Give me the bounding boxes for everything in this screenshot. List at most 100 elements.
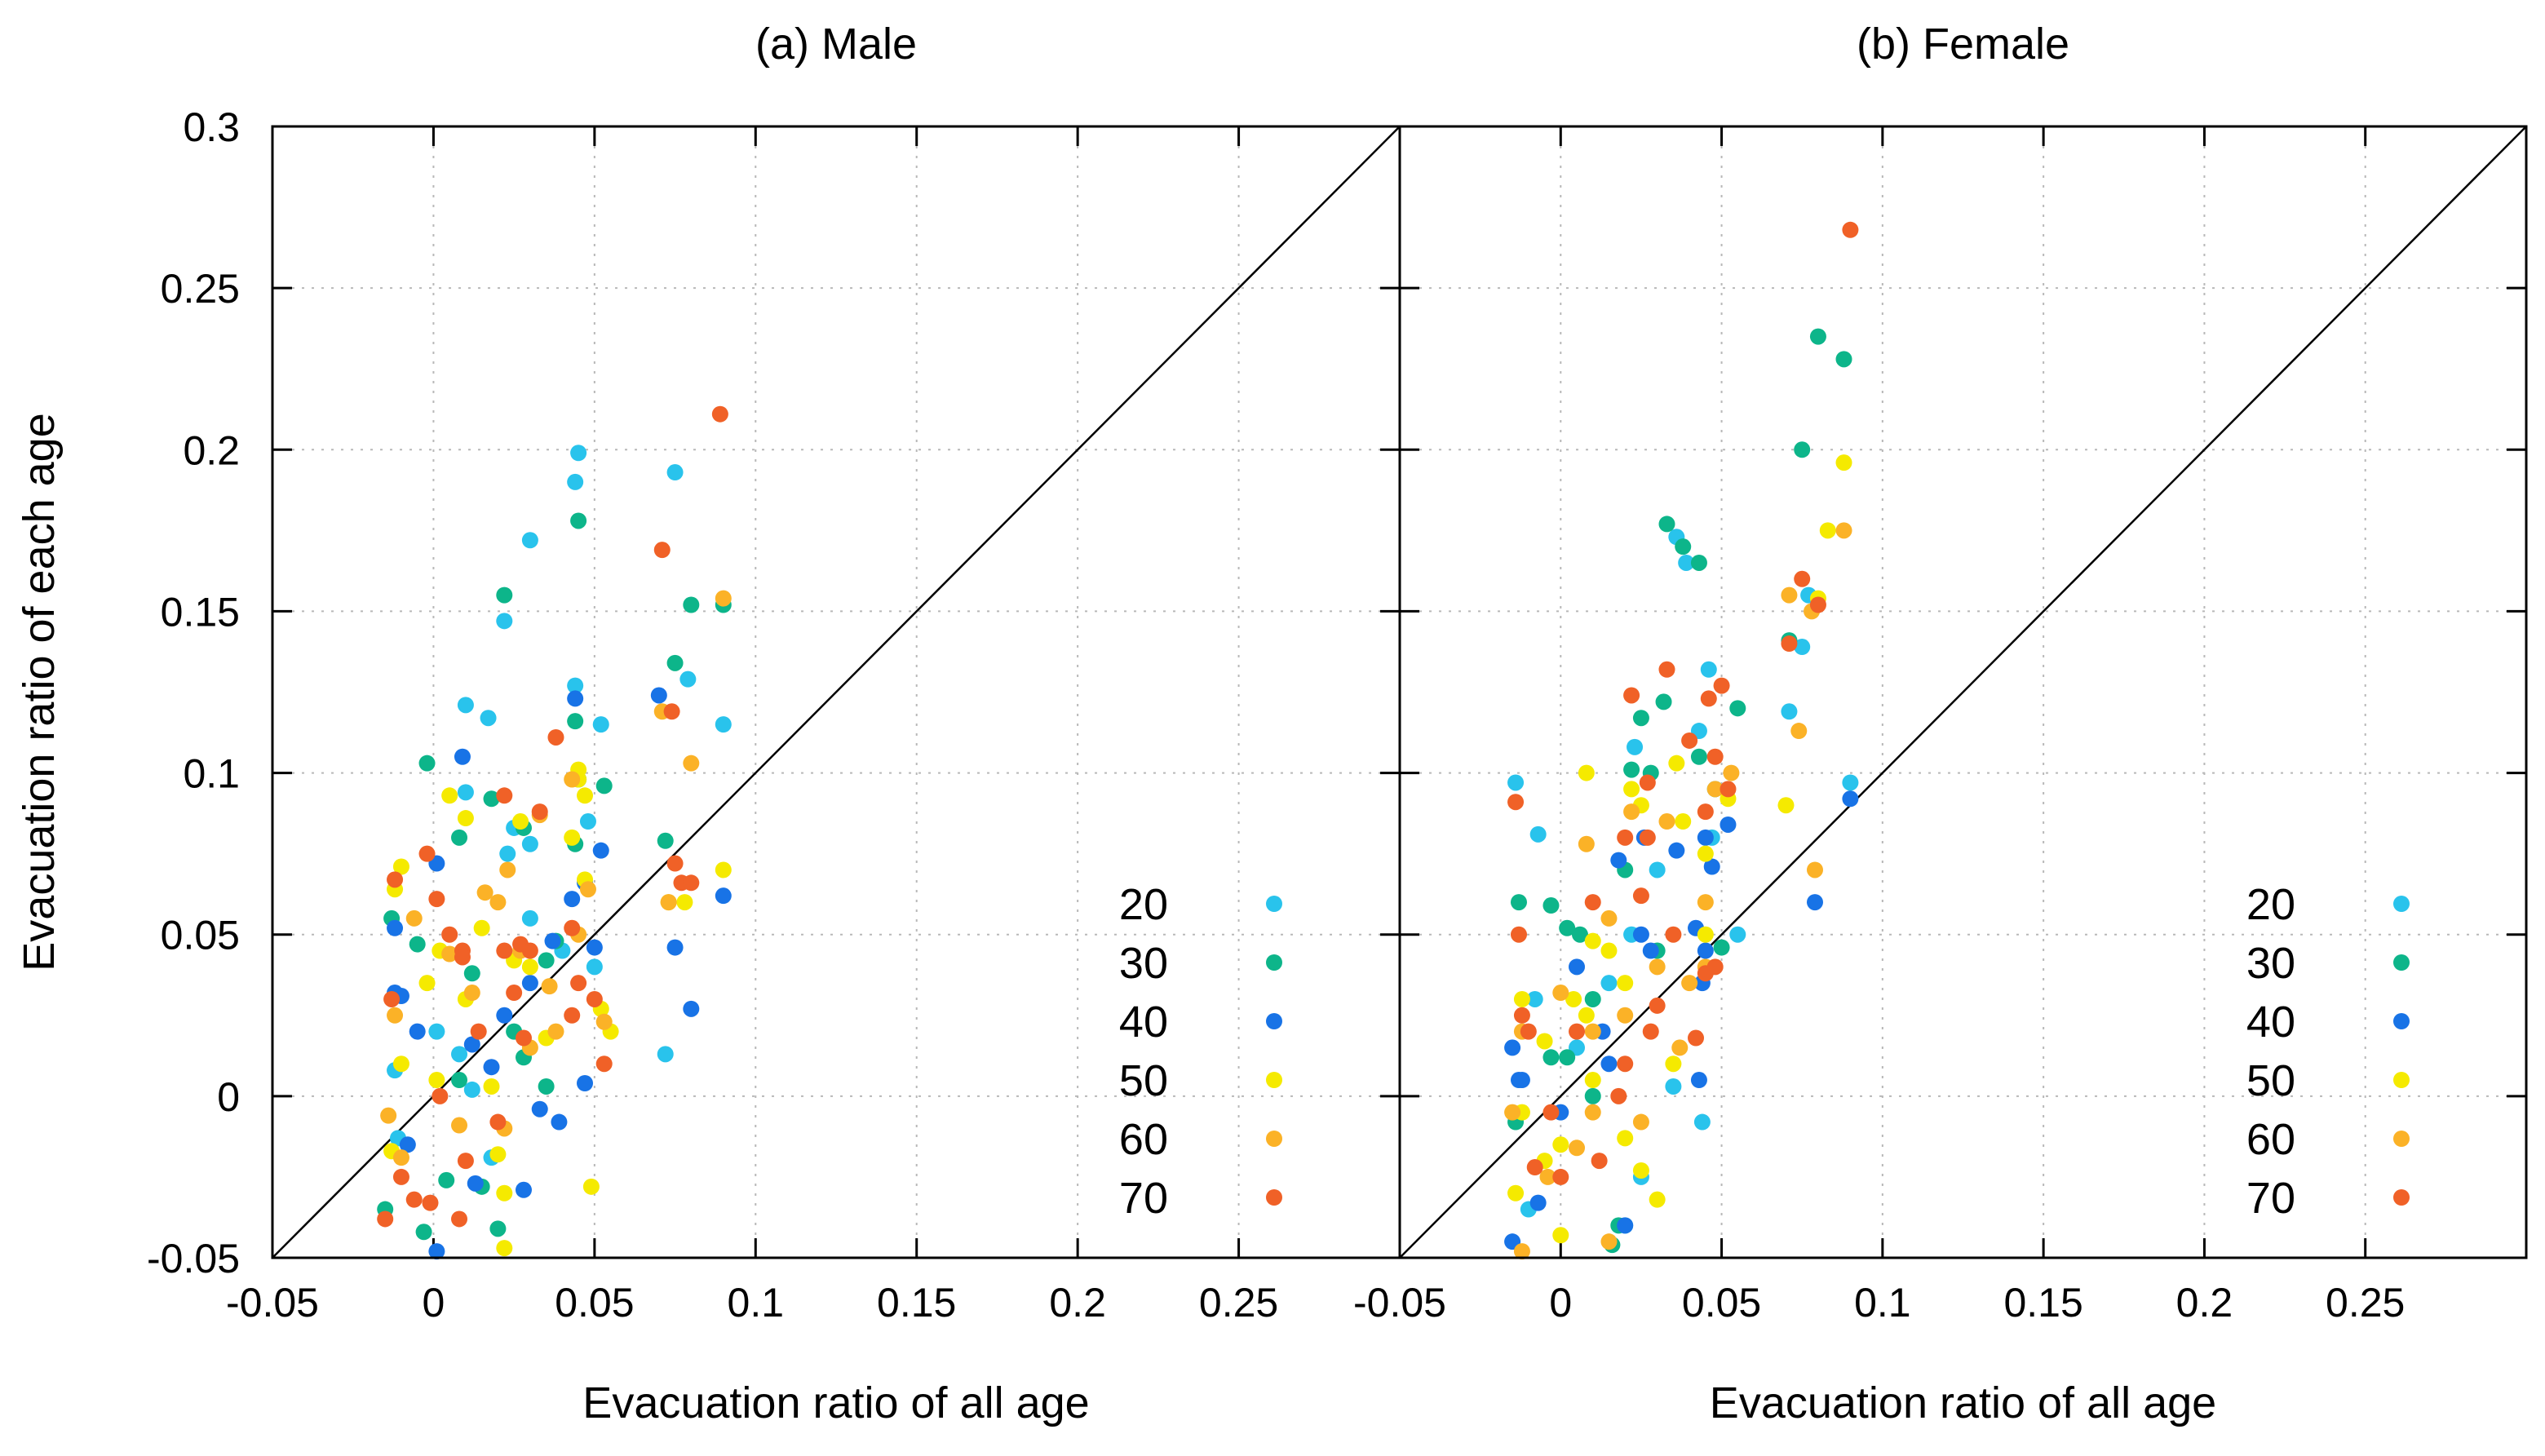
point-age-40 xyxy=(1504,1039,1521,1056)
point-age-20 xyxy=(592,716,609,733)
point-age-70 xyxy=(547,728,564,746)
point-age-70 xyxy=(1794,570,1811,587)
point-age-60 xyxy=(1835,522,1852,539)
point-age-70 xyxy=(428,891,445,908)
point-age-30 xyxy=(1584,990,1601,1007)
point-age-20 xyxy=(666,464,684,481)
point-age-40 xyxy=(650,687,667,704)
point-age-20 xyxy=(567,677,584,694)
point-age-50 xyxy=(392,1055,409,1073)
legend-label-50: 50 xyxy=(2246,1056,2295,1105)
point-age-60 xyxy=(380,1107,397,1124)
point-age-70 xyxy=(1520,1023,1537,1040)
x-axis-title: Evacuation ratio of all age xyxy=(582,1379,1089,1427)
point-age-50 xyxy=(1507,1184,1525,1202)
x-tick-label: 0.25 xyxy=(2326,1280,2405,1325)
point-age-70 xyxy=(457,1153,474,1170)
point-age-40 xyxy=(454,748,471,765)
point-age-50 xyxy=(1513,990,1530,1007)
point-age-20 xyxy=(1526,990,1543,1007)
point-age-60 xyxy=(392,1149,409,1166)
point-age-30 xyxy=(666,654,684,671)
point-age-70 xyxy=(1584,894,1601,911)
point-age-30 xyxy=(538,1078,555,1095)
point-age-20 xyxy=(570,445,587,462)
point-age-50 xyxy=(1665,1055,1682,1073)
point-age-70 xyxy=(1706,958,1724,976)
point-age-70 xyxy=(1510,926,1527,943)
panel-title: (a) Male xyxy=(755,20,917,69)
point-age-40 xyxy=(1529,1194,1547,1211)
point-age-40 xyxy=(592,842,609,859)
point-age-70 xyxy=(1642,1023,1659,1040)
point-age-70 xyxy=(564,1007,581,1024)
point-age-40 xyxy=(666,939,684,956)
legend-marker-20 xyxy=(1266,896,1282,912)
x-tick-label: 0.15 xyxy=(877,1280,956,1325)
point-age-50 xyxy=(1675,813,1692,830)
point-age-30 xyxy=(1510,894,1527,911)
point-age-70 xyxy=(683,874,700,892)
point-age-60 xyxy=(1539,1168,1556,1185)
point-age-20 xyxy=(1529,825,1547,843)
x-tick-label: 0.1 xyxy=(1854,1280,1911,1325)
point-age-40 xyxy=(1806,894,1823,911)
point-age-20 xyxy=(1693,1113,1711,1131)
point-age-50 xyxy=(496,1240,513,1257)
point-age-30 xyxy=(409,936,426,953)
point-age-20 xyxy=(480,710,497,727)
y-tick-label: 0.05 xyxy=(161,913,240,958)
point-age-60 xyxy=(1513,1243,1530,1260)
point-age-70 xyxy=(1842,221,1859,238)
point-age-50 xyxy=(1819,522,1836,539)
point-age-20 xyxy=(679,670,697,688)
point-age-70 xyxy=(1665,926,1682,943)
point-age-70 xyxy=(1507,794,1525,811)
point-age-30 xyxy=(567,713,584,730)
point-age-40 xyxy=(399,1136,416,1153)
point-age-40 xyxy=(1642,942,1659,959)
panel-female: -0.05 0 0.05 0.1 0.15 0.2 0.25 (b) Female Evac… xyxy=(1353,20,2528,1427)
point-age-50 xyxy=(564,829,581,846)
point-age-30 xyxy=(483,790,500,808)
point-age-70 xyxy=(418,845,436,862)
legend-marker-70 xyxy=(1266,1189,1282,1206)
point-age-60 xyxy=(579,881,596,898)
legend-marker-30 xyxy=(2393,954,2410,971)
point-age-60 xyxy=(1781,586,1798,604)
point-age-70 xyxy=(1658,661,1675,678)
point-age-60 xyxy=(595,1013,613,1030)
point-age-70 xyxy=(383,990,401,1007)
point-age-40 xyxy=(567,690,584,707)
point-age-50 xyxy=(473,919,490,936)
point-age-70 xyxy=(595,1055,613,1073)
x-tick-label: 0.2 xyxy=(2176,1280,2233,1325)
point-age-40 xyxy=(1600,1055,1618,1073)
point-age-60 xyxy=(1584,1023,1601,1040)
point-age-60 xyxy=(1790,723,1808,740)
point-age-30 xyxy=(1542,1049,1560,1066)
point-age-70 xyxy=(441,926,458,943)
x-tick-label: -0.05 xyxy=(1353,1280,1446,1325)
point-age-30 xyxy=(463,965,480,982)
point-age-70 xyxy=(1697,803,1714,821)
x-tick-labels: -0.05 0 0.05 0.1 0.15 0.2 0.25 xyxy=(226,1280,1278,1325)
point-age-60 xyxy=(715,590,732,607)
point-age-60 xyxy=(1806,861,1823,878)
point-age-20 xyxy=(496,613,513,630)
point-age-60 xyxy=(564,771,581,788)
point-age-50 xyxy=(489,1146,507,1163)
point-age-20 xyxy=(1600,975,1618,992)
point-age-70 xyxy=(1569,1023,1586,1040)
point-age-30 xyxy=(1584,1087,1601,1104)
x-tick-labels: -0.05 0 0.05 0.1 0.15 0.2 0.25 xyxy=(1353,1280,2405,1325)
point-age-60 xyxy=(1706,781,1724,798)
x-tick-label: 0 xyxy=(1549,1280,1572,1325)
point-age-30 xyxy=(595,777,613,794)
point-age-30 xyxy=(1794,441,1811,458)
point-age-40 xyxy=(564,891,581,908)
point-age-30 xyxy=(1690,554,1707,571)
point-age-70 xyxy=(1639,829,1656,846)
point-age-40 xyxy=(1703,858,1720,875)
